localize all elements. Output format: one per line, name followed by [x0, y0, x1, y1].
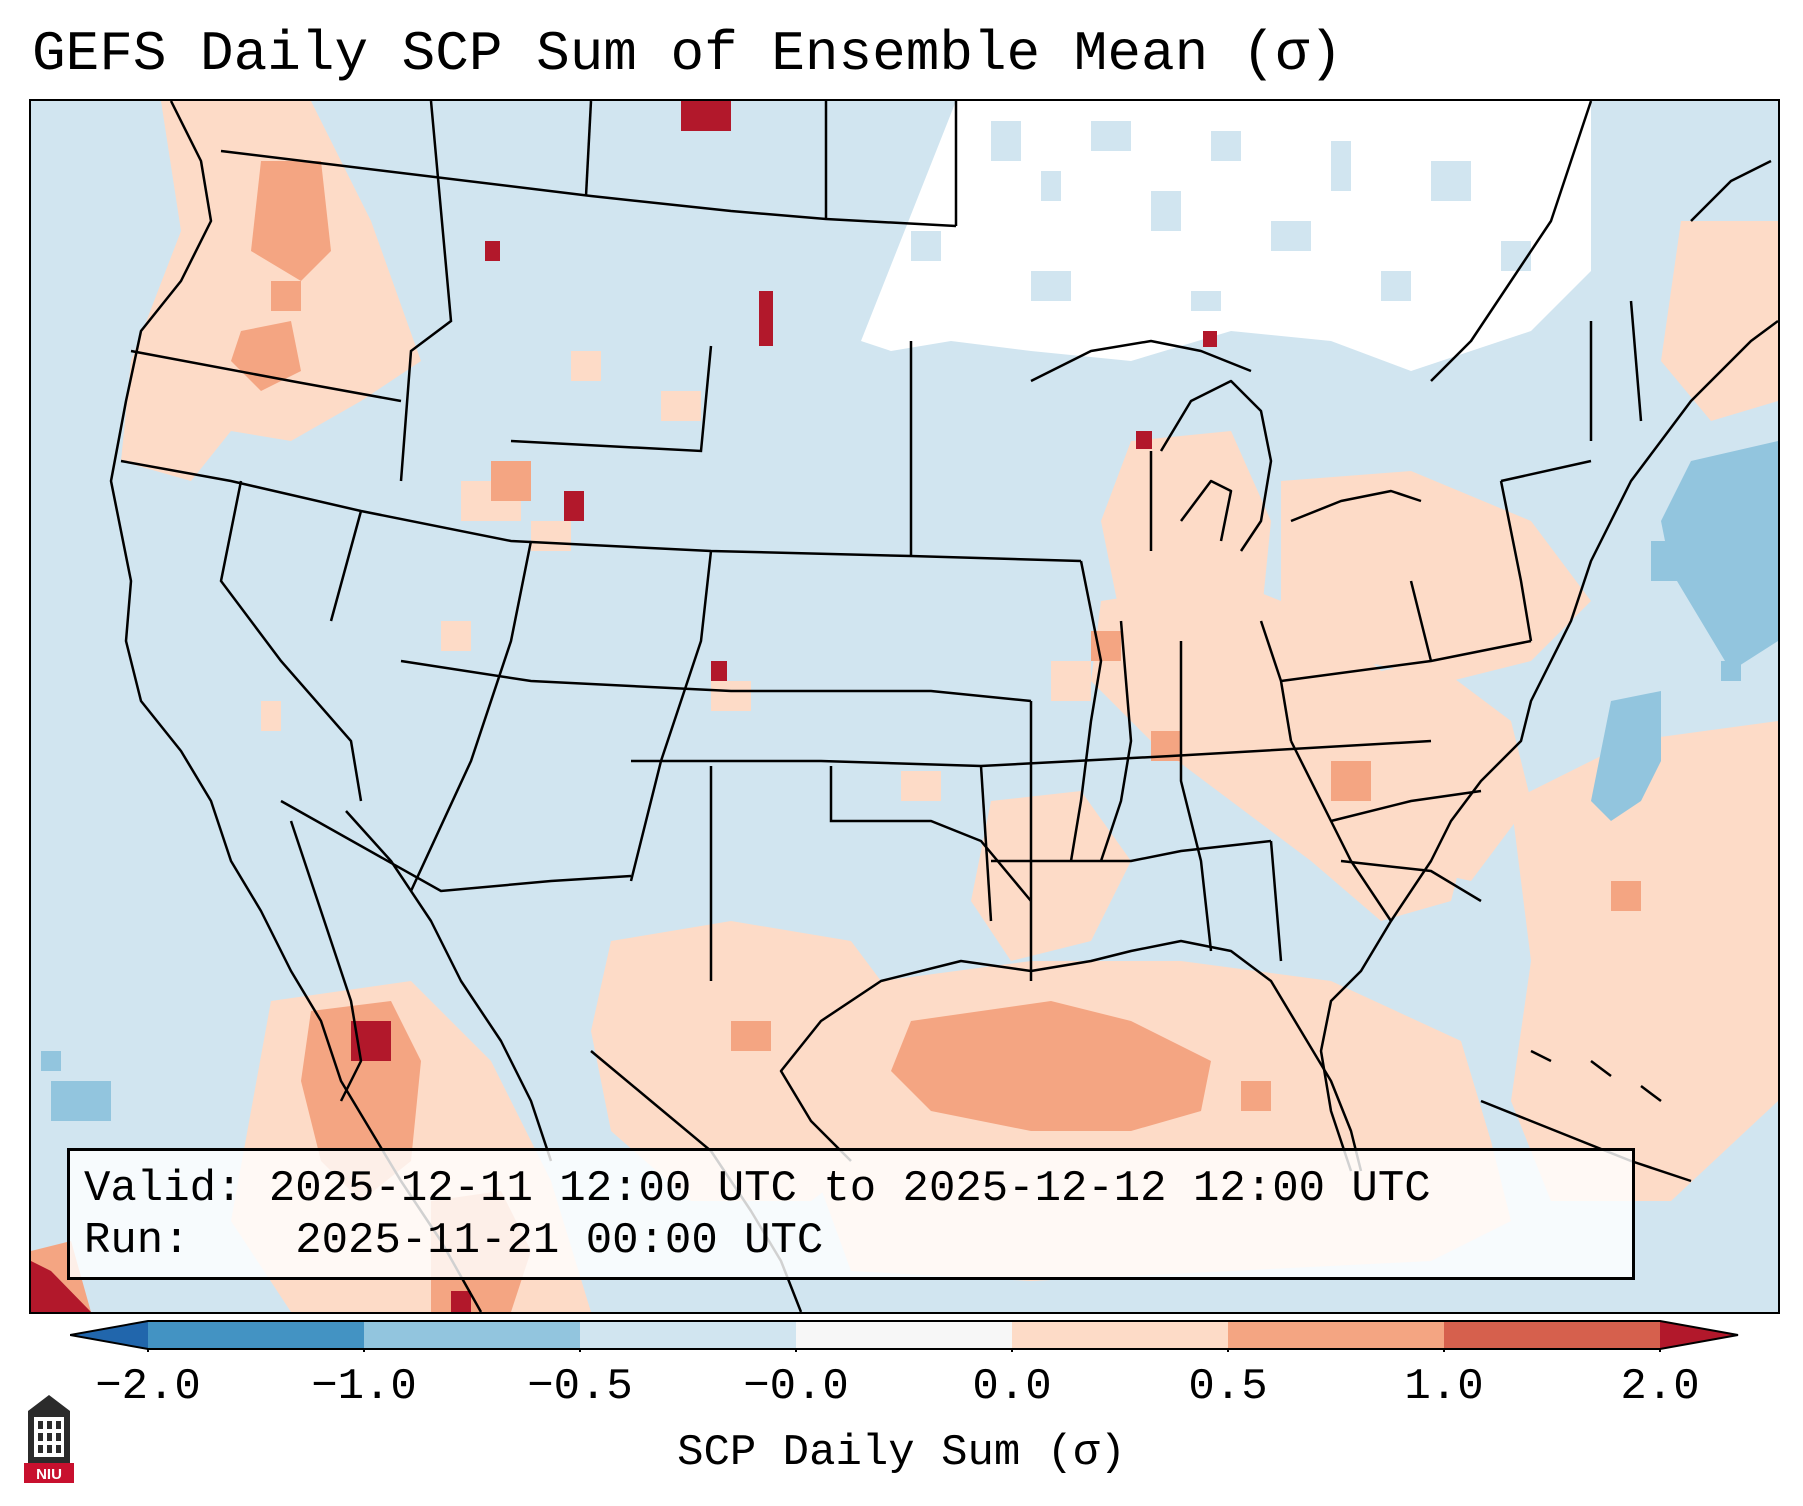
- chart-title: GEFS Daily SCP Sum of Ensemble Mean (σ): [32, 22, 1343, 86]
- colorbar-label: SCP Daily Sum (σ): [677, 1428, 1126, 1478]
- map-svg: [31, 101, 1778, 1312]
- university-tower-icon: NIU: [24, 1395, 74, 1483]
- map-panel: [29, 99, 1780, 1314]
- colorbar-tick-label: 0.0: [972, 1362, 1052, 1412]
- colorbar: [70, 1320, 1739, 1352]
- colorbar-extend-low: [70, 1321, 148, 1349]
- coastlines: [109, 101, 1778, 1312]
- run-time: 2025-11-21 00:00 UTC: [295, 1216, 824, 1266]
- colorbar-extend-high: [1660, 1321, 1738, 1349]
- colorbar-tick-marks: [147, 1349, 1661, 1352]
- colorbar-tick-label: −0.5: [527, 1362, 633, 1412]
- run-label: Run:: [84, 1216, 190, 1266]
- colorbar-tick-label: 2.0: [1620, 1362, 1700, 1412]
- colorbar-bin-1: [148, 1321, 364, 1349]
- valid-label: Valid:: [84, 1164, 243, 1214]
- colorbar-bin-4: [796, 1321, 1012, 1349]
- colorbar-tick-label: −0.0: [743, 1362, 849, 1412]
- colorbar-bin-3: [580, 1321, 796, 1349]
- colorbar-tick-label: −1.0: [311, 1362, 417, 1412]
- colorbar-bin-5: [1012, 1321, 1228, 1349]
- logo-text: NIU: [36, 1466, 62, 1483]
- colorbar-tick-label: −2.0: [95, 1362, 201, 1412]
- colorbar-tick-label: 1.0: [1404, 1362, 1484, 1412]
- colorbar-tick-label: 0.5: [1188, 1362, 1268, 1412]
- political-borders: [120, 101, 1643, 981]
- colorbar-bin-2: [364, 1321, 580, 1349]
- colorbar-bin-6: [1228, 1321, 1444, 1349]
- anomaly-field-negative: [41, 441, 1778, 1121]
- no-data-region: [861, 101, 1591, 371]
- colorbar-bin-7: [1444, 1321, 1660, 1349]
- valid-run-info-box: Valid: 2025-12-11 12:00 UTC to 2025-12-1…: [67, 1148, 1635, 1280]
- valid-time-range: 2025-12-11 12:00 UTC to 2025-12-12 12:00…: [268, 1164, 1431, 1214]
